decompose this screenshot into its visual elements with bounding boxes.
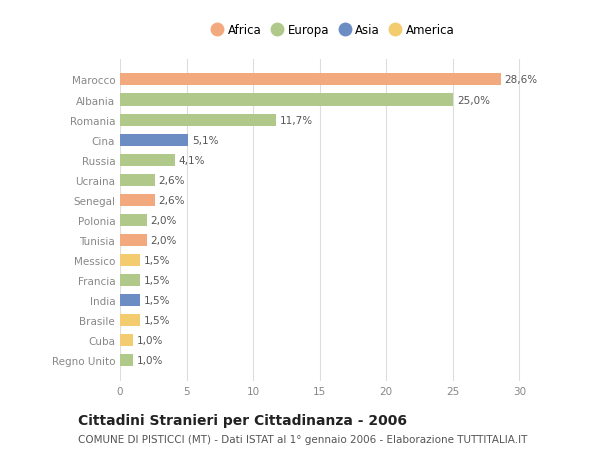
Bar — [120, 274, 140, 286]
Bar — [120, 334, 133, 347]
Bar — [120, 194, 155, 206]
Bar — [120, 235, 146, 246]
Text: 28,6%: 28,6% — [505, 75, 538, 85]
Text: Cittadini Stranieri per Cittadinanza - 2006: Cittadini Stranieri per Cittadinanza - 2… — [78, 413, 407, 427]
Text: 1,0%: 1,0% — [137, 336, 164, 345]
Legend: Africa, Europa, Asia, America: Africa, Europa, Asia, America — [208, 21, 458, 40]
Bar — [120, 94, 453, 106]
Bar — [120, 254, 140, 266]
Text: 2,0%: 2,0% — [151, 215, 177, 225]
Bar — [120, 134, 188, 146]
Bar — [120, 214, 146, 226]
Bar — [120, 294, 140, 306]
Text: 1,0%: 1,0% — [137, 355, 164, 365]
Text: 1,5%: 1,5% — [144, 315, 170, 325]
Text: 5,1%: 5,1% — [192, 135, 218, 146]
Text: COMUNE DI PISTICCI (MT) - Dati ISTAT al 1° gennaio 2006 - Elaborazione TUTTITALI: COMUNE DI PISTICCI (MT) - Dati ISTAT al … — [78, 434, 527, 444]
Text: 4,1%: 4,1% — [179, 155, 205, 165]
Bar — [120, 314, 140, 326]
Text: 1,5%: 1,5% — [144, 295, 170, 305]
Text: 2,6%: 2,6% — [158, 175, 185, 185]
Text: 1,5%: 1,5% — [144, 275, 170, 285]
Bar — [120, 74, 501, 86]
Bar — [120, 154, 175, 166]
Text: 25,0%: 25,0% — [457, 95, 490, 105]
Bar — [120, 354, 133, 366]
Text: 2,0%: 2,0% — [151, 235, 177, 245]
Text: 1,5%: 1,5% — [144, 255, 170, 265]
Bar — [120, 174, 155, 186]
Bar — [120, 114, 276, 126]
Text: 11,7%: 11,7% — [280, 115, 313, 125]
Text: 2,6%: 2,6% — [158, 196, 185, 205]
